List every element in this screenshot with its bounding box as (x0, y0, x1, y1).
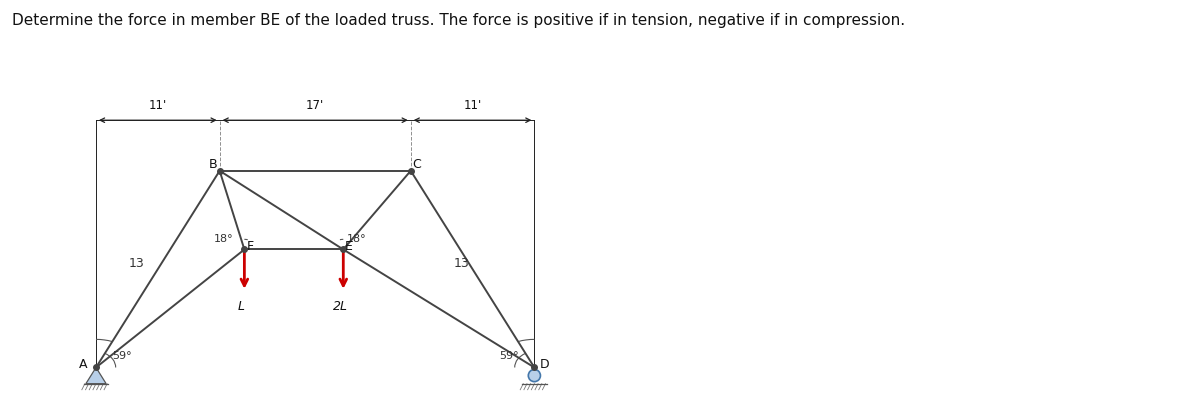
Text: Determine the force in member BE of the loaded truss. The force is positive if i: Determine the force in member BE of the … (12, 13, 905, 28)
Text: A: A (79, 358, 88, 371)
Text: 18°: 18° (347, 234, 366, 244)
Text: 11': 11' (463, 99, 481, 112)
Text: 59°: 59° (499, 351, 520, 361)
Text: 59°: 59° (112, 351, 131, 361)
Text: 11': 11' (149, 99, 167, 112)
Text: D: D (540, 358, 550, 371)
Text: B: B (209, 158, 217, 171)
Text: C: C (412, 158, 421, 171)
Text: 2L: 2L (332, 300, 348, 313)
Text: E: E (344, 240, 353, 253)
Text: 13: 13 (454, 257, 469, 270)
Polygon shape (86, 367, 106, 384)
Text: 18°: 18° (214, 234, 233, 244)
Text: F: F (246, 240, 253, 253)
Text: 17': 17' (306, 99, 324, 112)
Circle shape (528, 370, 540, 382)
Text: L: L (238, 300, 245, 313)
Text: 13: 13 (128, 257, 144, 270)
